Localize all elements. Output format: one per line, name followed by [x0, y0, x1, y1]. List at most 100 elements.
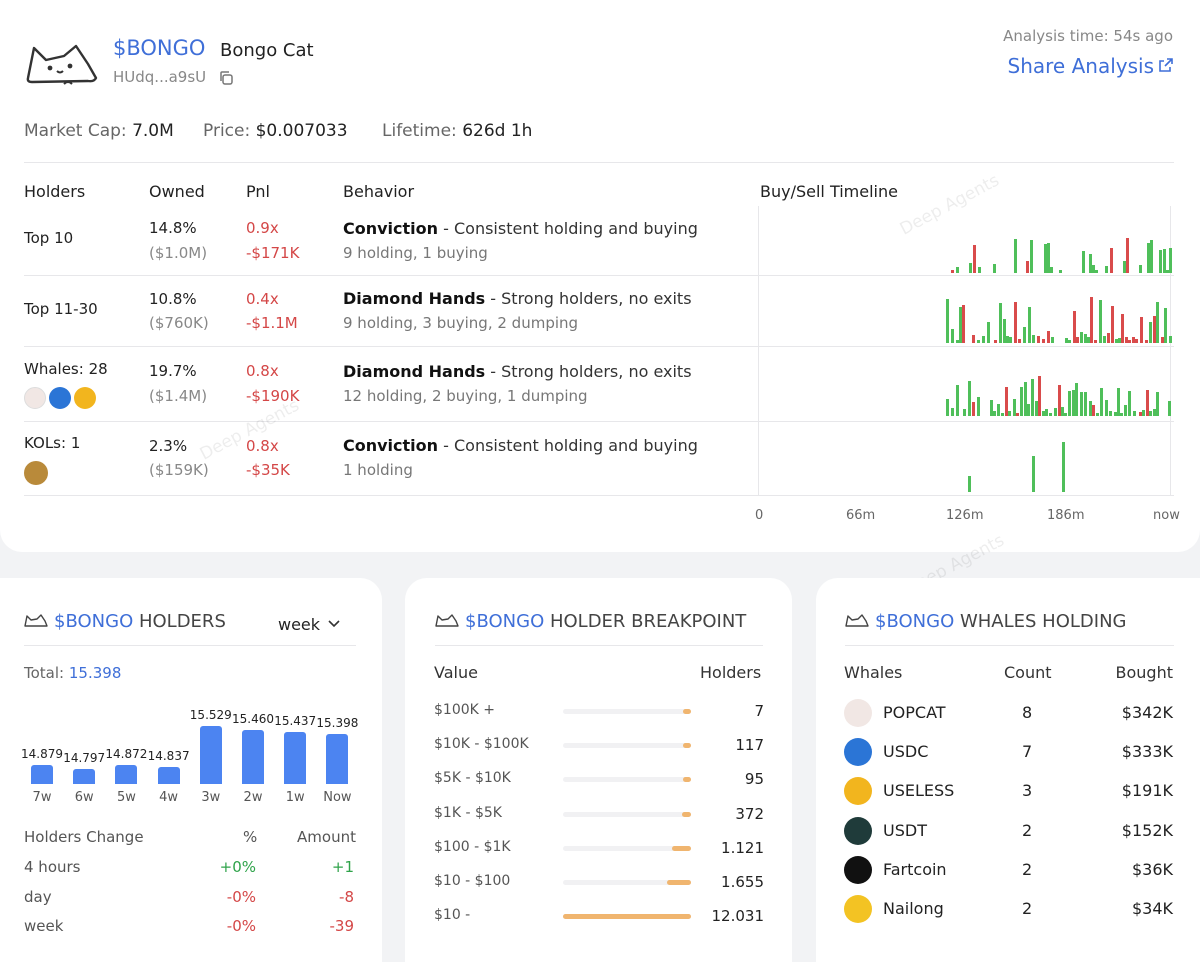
timeline-bar [1044, 243, 1047, 273]
row-owned-pct: 19.7% [149, 362, 197, 380]
whale-count: 3 [1022, 781, 1033, 801]
divider [435, 645, 763, 646]
holders-bar[interactable] [326, 733, 349, 784]
breakpoint-fill [671, 845, 691, 851]
timeline-bar [977, 396, 980, 416]
holders-bar[interactable] [284, 731, 307, 784]
row-owned-usd: ($760K) [149, 314, 209, 332]
whale-bought: $342K [1121, 703, 1173, 722]
external-link-icon[interactable] [1158, 57, 1174, 73]
timeline-bar [1140, 317, 1143, 343]
holders-bar[interactable] [73, 769, 96, 784]
holders-bar[interactable] [199, 726, 222, 784]
timeline-bar [1149, 322, 1152, 343]
panel-symbol: $BONGO [875, 611, 955, 632]
breakpoint-holders: 1.655 [721, 873, 764, 891]
copy-icon[interactable] [218, 70, 234, 86]
row-pnl-x: 0.8x [246, 362, 279, 380]
behavior-title: Diamond Hands [343, 289, 486, 308]
timeline-bar [1089, 400, 1092, 416]
whale-count: 7 [1022, 742, 1033, 762]
row-divider [24, 495, 1174, 496]
row-pnl-usd: -$171K [246, 244, 300, 262]
whale-count: 2 [1022, 820, 1033, 840]
breakpoint-range: $100 - $1K [434, 838, 511, 855]
whale-count: 8 [1022, 703, 1033, 722]
holders-bar[interactable] [31, 764, 53, 784]
timeline-bar [1090, 297, 1093, 343]
row-owned-pct: 2.3% [149, 437, 188, 455]
timeline-bar [1005, 386, 1008, 416]
timeline-bar [973, 244, 976, 273]
behavior-desc: - Strong holders, no exits [485, 362, 692, 381]
holders-bar[interactable] [157, 767, 180, 784]
timeline-bar [956, 339, 959, 343]
whale-count: 2 [1022, 899, 1033, 918]
divider [24, 162, 1174, 163]
timeline-bar [1100, 388, 1103, 416]
popcat-icon [844, 699, 872, 727]
timeline-bar [1092, 264, 1095, 273]
holders-total: Total: 15.398 [24, 664, 121, 682]
bongo-cat-small-icon [24, 614, 48, 627]
row-behavior: Diamond Hands - Strong holders, no exits [343, 362, 692, 381]
whale-name: USDT [883, 820, 927, 840]
timeline-bar [1099, 299, 1102, 343]
holders-bar-value: 15.529 [189, 708, 232, 723]
timeline-bar [982, 336, 985, 343]
breakpoint-track [563, 914, 691, 920]
timeline-bar [1050, 266, 1053, 273]
timeline-bar [987, 322, 990, 343]
timeline-bar [1111, 305, 1114, 343]
timeline-bar [1073, 310, 1076, 343]
change-period: day [24, 888, 52, 906]
row-pnl-x: 0.8x [246, 437, 279, 455]
timeline-bar [1062, 442, 1065, 492]
timeline-tick: 66m [846, 508, 876, 523]
timeline-bar [1058, 385, 1061, 416]
period-dropdown[interactable]: week [278, 615, 320, 634]
market-cap-stat: Market Cap: 7.0M [24, 121, 174, 141]
timeline-bar [1145, 339, 1148, 343]
row-owned-usd: ($1.4M) [149, 387, 208, 405]
whale-bought: $191K [1121, 781, 1173, 801]
timeline-bar [946, 298, 949, 343]
change-pct: -0% [226, 917, 256, 935]
usdt-icon [844, 816, 872, 845]
whale-count: 2 [1022, 859, 1033, 879]
row-divider [24, 346, 1174, 347]
breakpoint-fill [683, 709, 691, 714]
timeline-bar [946, 398, 949, 416]
timeline-bar [1065, 338, 1068, 343]
timeline-bar [1054, 408, 1057, 416]
breakpoint-holders: 95 [744, 770, 764, 789]
timeline-bar [1082, 251, 1085, 273]
timeline-bar [1030, 239, 1033, 273]
behavior-title: Conviction [343, 436, 439, 455]
timeline-bar [951, 407, 954, 416]
chevron-down-icon[interactable] [328, 620, 340, 628]
holders-bar-category: 3w [201, 790, 221, 805]
panel-symbol: $BONGO [465, 611, 545, 632]
timeline-bar [959, 306, 962, 343]
share-analysis-link[interactable]: Share Analysis [1007, 54, 1154, 78]
timeline-tick: 126m [946, 508, 984, 523]
market-cap-label: Market Cap: [24, 121, 127, 141]
row-behavior: Conviction - Consistent holding and buyi… [343, 219, 698, 238]
behavior-detail: 1 holding [343, 461, 413, 479]
breakpoint-track [563, 709, 691, 714]
whale-name: USDC [883, 742, 929, 762]
timeline-bar [1020, 387, 1023, 416]
breakpoint-holders: 7 [754, 702, 764, 720]
holders-bar[interactable] [242, 730, 264, 784]
timeline-bar [1118, 338, 1121, 343]
change-amount: +1 [331, 858, 354, 876]
breakpoint-fill [666, 880, 691, 885]
timeline-tick: 186m [1047, 508, 1085, 523]
breakpoint-range: $5K - $10K [434, 770, 511, 787]
timeline-bar [1001, 412, 1004, 416]
breakpoint-track [563, 811, 691, 817]
holders-bar[interactable] [115, 764, 138, 784]
timeline-bar [1124, 405, 1127, 416]
timeline-bar [999, 302, 1002, 343]
